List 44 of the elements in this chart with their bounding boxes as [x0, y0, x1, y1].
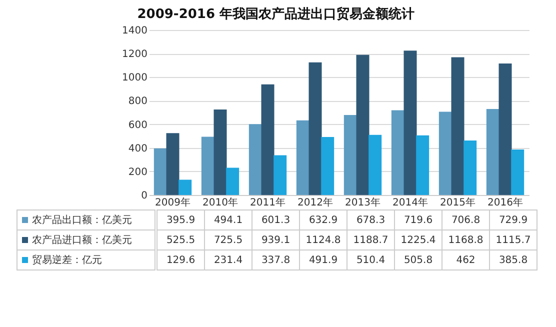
y-tick-label: 1200 — [122, 49, 148, 60]
chart-title: 2009-2016 年我国农产品进出口贸易金额统计 — [137, 6, 415, 22]
y-tick-label: 600 — [128, 120, 148, 131]
x-tick-label: 2013年 — [345, 196, 380, 208]
data-label: 385.8 — [498, 255, 528, 266]
data-label: 525.5 — [166, 235, 196, 246]
data-label: 1115.7 — [496, 235, 531, 246]
data-label: 939.1 — [261, 235, 290, 246]
data-label: 494.1 — [214, 215, 243, 226]
data-label: 129.6 — [166, 255, 196, 266]
y-tick-label: 200 — [128, 166, 148, 178]
data-label: 729.9 — [498, 215, 528, 226]
data-label: 462 — [456, 255, 476, 266]
data-label: 491.9 — [308, 255, 338, 266]
data-label: 632.9 — [308, 215, 338, 226]
data-label: 1188.7 — [353, 235, 388, 246]
data-label: 1124.8 — [306, 235, 341, 246]
y-tick-label: 1400 — [122, 26, 148, 36]
data-label: 706.8 — [451, 215, 480, 226]
data-label: 510.4 — [356, 255, 386, 266]
y-tick-label: 1000 — [122, 72, 148, 84]
x-tick-label: 2012年 — [298, 196, 333, 208]
data-label: 1225.4 — [400, 235, 436, 246]
legend-label: 农产品出口额：亿美元 — [32, 214, 132, 226]
data-label: 725.5 — [214, 235, 243, 246]
legend-label: 贸易逆差：亿元 — [32, 254, 102, 266]
x-tick-label: 2015年 — [440, 196, 476, 208]
x-tick-label: 2010年 — [202, 196, 238, 208]
x-tick-label: 2011年 — [250, 196, 286, 208]
x-tick-label: 2009年 — [155, 196, 190, 208]
x-tick-label: 2016年 — [488, 196, 523, 208]
data-label: 395.9 — [166, 215, 196, 226]
legend-label: 农产品进口额：亿美元 — [32, 234, 132, 246]
y-tick-label: 400 — [128, 143, 148, 154]
x-tick-label: 2014年 — [392, 196, 428, 208]
data-label: 719.6 — [404, 215, 433, 226]
data-label: 678.3 — [356, 215, 386, 226]
data-label: 1168.8 — [448, 235, 484, 246]
data-label: 601.3 — [261, 215, 290, 226]
data-label: 231.4 — [214, 255, 243, 266]
data-label: 337.8 — [261, 255, 290, 266]
data-label: 505.8 — [404, 255, 433, 266]
y-tick-label: 800 — [128, 96, 148, 108]
y-tick-label: 0 — [141, 190, 148, 202]
